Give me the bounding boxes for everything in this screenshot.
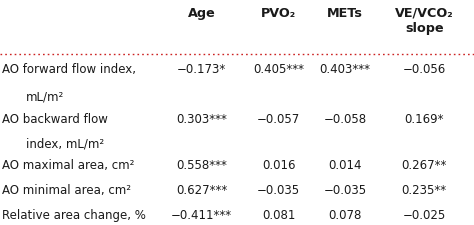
Text: METs: METs <box>327 7 363 20</box>
Text: index, mL/m²: index, mL/m² <box>26 137 104 150</box>
Text: −0.056: −0.056 <box>402 63 446 76</box>
Text: AO minimal area, cm²: AO minimal area, cm² <box>2 183 131 196</box>
Text: −0.057: −0.057 <box>257 112 301 126</box>
Text: 0.303***: 0.303*** <box>176 112 227 126</box>
Text: −0.035: −0.035 <box>257 183 300 196</box>
Text: Relative area change, %: Relative area change, % <box>2 208 146 221</box>
Text: −0.058: −0.058 <box>324 112 366 126</box>
Text: −0.035: −0.035 <box>324 183 366 196</box>
Text: −0.025: −0.025 <box>402 208 446 221</box>
Text: −0.411***: −0.411*** <box>171 208 232 221</box>
Text: 0.267**: 0.267** <box>401 159 447 172</box>
Text: −0.173*: −0.173* <box>177 63 226 76</box>
Text: VE/VCO₂
slope: VE/VCO₂ slope <box>395 7 454 35</box>
Text: 0.235**: 0.235** <box>401 183 447 196</box>
Text: 0.558***: 0.558*** <box>176 159 227 172</box>
Text: 0.627***: 0.627*** <box>176 183 227 196</box>
Text: mL/m²: mL/m² <box>26 90 64 103</box>
Text: 0.078: 0.078 <box>328 208 362 221</box>
Text: 0.169*: 0.169* <box>404 112 444 126</box>
Text: PVO₂: PVO₂ <box>261 7 296 20</box>
Text: AO backward flow: AO backward flow <box>2 112 108 126</box>
Text: 0.405***: 0.405*** <box>253 63 304 76</box>
Text: 0.403***: 0.403*** <box>319 63 371 76</box>
Text: 0.014: 0.014 <box>328 159 362 172</box>
Text: 0.081: 0.081 <box>262 208 295 221</box>
Text: 0.016: 0.016 <box>262 159 295 172</box>
Text: AO maximal area, cm²: AO maximal area, cm² <box>2 159 135 172</box>
Text: AO forward flow index,: AO forward flow index, <box>2 63 137 76</box>
Text: Age: Age <box>188 7 215 20</box>
